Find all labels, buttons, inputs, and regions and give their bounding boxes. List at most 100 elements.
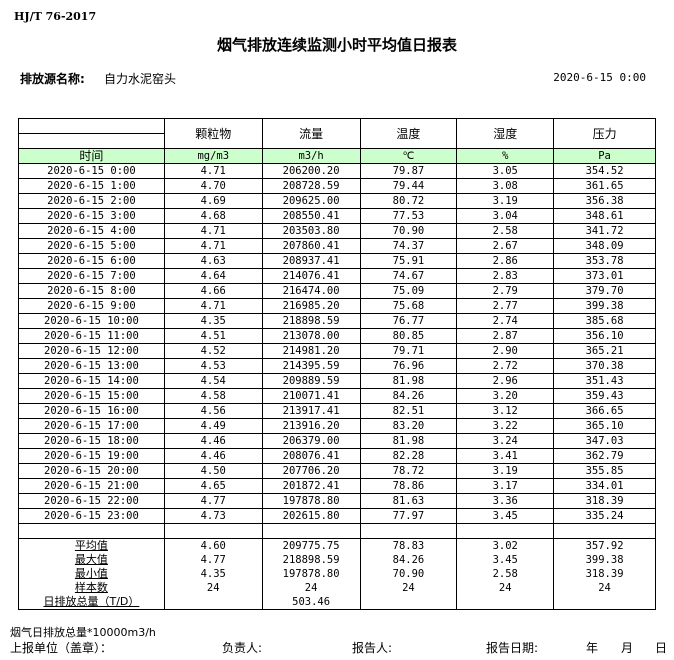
value-cell: 209775.75	[261, 538, 361, 553]
value-cell	[163, 523, 263, 539]
value-cell: 354.52	[553, 163, 656, 179]
value-cell: 75.91	[359, 253, 458, 269]
value-cell: 359.43	[553, 388, 656, 404]
value-cell: 365.10	[553, 418, 656, 434]
value-cell: 207706.20	[261, 463, 361, 479]
value-cell: 355.85	[553, 463, 656, 479]
table-row: 2020-6-15 1:00 4.70 208728.59 79.44 3.08 361.…	[18, 178, 656, 194]
value-cell: 370.38	[553, 358, 656, 374]
value-cell: 206379.00	[261, 433, 361, 449]
value-cell: 79.44	[359, 178, 458, 194]
value-cell: 79.71	[359, 343, 458, 359]
time-cell: 2020-6-15 14:00	[18, 373, 165, 389]
value-cell: 77.97	[359, 508, 458, 524]
value-cell: 4.51	[163, 328, 263, 344]
value-cell: 4.49	[163, 418, 263, 434]
value-cell: 3.04	[456, 208, 555, 224]
value-cell: 4.46	[163, 448, 263, 464]
value-cell: 78.72	[359, 463, 458, 479]
value-cell	[456, 595, 555, 610]
value-cell: 209625.00	[261, 193, 361, 209]
value-cell: 3.45	[456, 553, 555, 567]
time-header: 时间	[18, 148, 165, 164]
value-cell: 4.50	[163, 463, 263, 479]
value-cell: 214076.41	[261, 268, 361, 284]
time-cell: 2020-6-15 15:00	[18, 388, 165, 404]
value-cell: 218898.59	[261, 313, 361, 329]
value-cell: 70.90	[359, 567, 458, 581]
unit-cell: ℃	[359, 148, 458, 164]
summary-label: 日排放总量（T/D）	[18, 595, 165, 610]
table-row: 2020-6-15 13:00 4.53 214395.59 76.96 2.72 370…	[18, 358, 656, 374]
value-cell: 318.39	[553, 493, 656, 509]
value-cell: 318.39	[553, 567, 656, 581]
value-cell: 197878.80	[261, 493, 361, 509]
value-cell	[456, 523, 555, 539]
time-cell: 2020-6-15 1:00	[18, 178, 165, 194]
table-row: 2020-6-15 17:00 4.49 213916.20 83.20 3.22 365…	[18, 418, 656, 434]
value-cell: 4.71	[163, 238, 263, 254]
value-cell: 356.38	[553, 193, 656, 209]
value-cell: 84.26	[359, 553, 458, 567]
value-cell: 74.67	[359, 268, 458, 284]
table-row: 2020-6-15 0:00 4.71 206200.20 79.87 3.05 354.…	[18, 163, 656, 179]
unit-cell: m3/h	[261, 148, 361, 164]
column-header: 温度	[359, 118, 458, 149]
value-cell: 3.05	[456, 163, 555, 179]
table-row: 2020-6-15 4:00 4.71 203503.80 70.90 2.58 341.…	[18, 223, 656, 239]
value-cell: 4.52	[163, 343, 263, 359]
value-cell: 2.58	[456, 567, 555, 581]
value-cell: 373.01	[553, 268, 656, 284]
table-row: 2020-6-15 20:00 4.50 207706.20 78.72 3.19 355…	[18, 463, 656, 479]
value-cell: 214395.59	[261, 358, 361, 374]
value-cell: 3.19	[456, 463, 555, 479]
value-cell: 74.37	[359, 238, 458, 254]
value-cell: 80.72	[359, 193, 458, 209]
value-cell	[359, 523, 458, 539]
summary-row: 日排放总量（T/D） 503.46	[18, 595, 656, 610]
time-cell: 2020-6-15 8:00	[18, 283, 165, 299]
value-cell	[359, 595, 458, 610]
time-cell: 2020-6-15 9:00	[18, 298, 165, 314]
value-cell: 399.38	[553, 298, 656, 314]
value-cell: 353.78	[553, 253, 656, 269]
column-header: 湿度	[456, 118, 555, 149]
value-cell: 4.66	[163, 283, 263, 299]
summary-label: 最小值	[18, 567, 165, 581]
header-row: 颗粒物 流量 温度 湿度 压力	[18, 118, 656, 149]
value-cell: 361.65	[553, 178, 656, 194]
time-cell: 2020-6-15 20:00	[18, 463, 165, 479]
value-cell: 84.26	[359, 388, 458, 404]
time-cell	[18, 523, 165, 539]
time-cell: 2020-6-15 18:00	[18, 433, 165, 449]
value-cell: 24	[261, 581, 361, 595]
table-row: 2020-6-15 19:00 4.46 208076.41 82.28 3.41 362…	[18, 448, 656, 464]
table-row: 2020-6-15 9:00 4.71 216985.20 75.68 2.77 399.…	[18, 298, 656, 314]
value-cell: 3.17	[456, 478, 555, 494]
value-cell: 82.51	[359, 403, 458, 419]
time-cell: 2020-6-15 10:00	[18, 313, 165, 329]
summary-row: 最大值 4.77 218898.59 84.26 3.45 399.38	[18, 553, 656, 567]
value-cell: 208076.41	[261, 448, 361, 464]
value-cell: 399.38	[553, 553, 656, 567]
source-label: 排放源名称:	[20, 72, 85, 86]
value-cell: 76.77	[359, 313, 458, 329]
value-cell: 357.92	[553, 538, 656, 553]
summary-label: 样本数	[18, 581, 165, 595]
value-cell: 4.60	[163, 538, 263, 553]
value-cell: 4.35	[163, 313, 263, 329]
header-blank-top	[18, 118, 165, 134]
value-cell: 4.70	[163, 178, 263, 194]
unit-cell: mg/m3	[163, 148, 263, 164]
value-cell: 75.09	[359, 283, 458, 299]
value-cell: 216474.00	[261, 283, 361, 299]
value-cell: 2.72	[456, 358, 555, 374]
summary-row: 最小值 4.35 197878.80 70.90 2.58 318.39	[18, 567, 656, 581]
value-cell: 82.28	[359, 448, 458, 464]
value-cell: 3.02	[456, 538, 555, 553]
value-cell: 4.58	[163, 388, 263, 404]
value-cell: 207860.41	[261, 238, 361, 254]
table-row: 2020-6-15 16:00 4.56 213917.41 82.51 3.12 366…	[18, 403, 656, 419]
value-cell: 2.77	[456, 298, 555, 314]
value-cell: 347.03	[553, 433, 656, 449]
